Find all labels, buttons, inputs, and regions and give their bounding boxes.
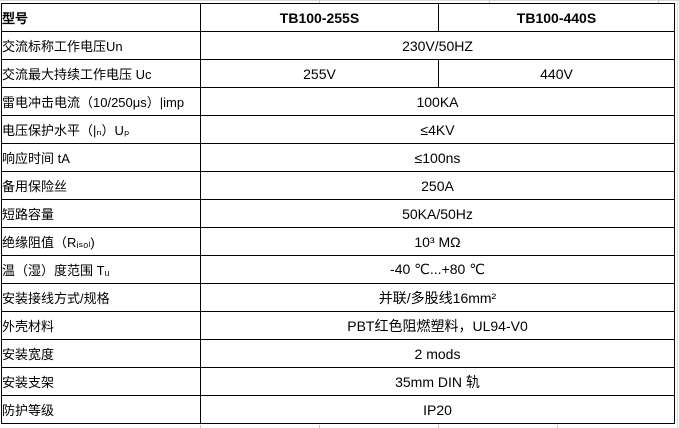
table-row: 备用保险丝 250A bbox=[1, 171, 675, 200]
row-label: 外壳材料 bbox=[1, 311, 201, 340]
row-value: 50KA/50Hz bbox=[200, 199, 675, 228]
row-value: 10³ MΩ bbox=[200, 227, 675, 256]
row-label: 交流标称工作电压Un bbox=[1, 31, 201, 60]
outer-gridline-tick bbox=[438, 425, 439, 428]
table-row: 雷电冲击电流（10/250μs）|imp 100KA bbox=[1, 87, 675, 116]
table-row: 交流最大持续工作电压 Uc 255V 440V bbox=[1, 59, 675, 88]
row-value: 35mm DIN 轨 bbox=[200, 367, 675, 396]
row-value-model-b: 440V bbox=[438, 59, 675, 88]
outer-gridline-tick bbox=[200, 425, 201, 428]
row-value: PBT红色阻燃塑料，UL94-V0 bbox=[200, 311, 675, 340]
table-row: 防护等级 IP20 bbox=[1, 395, 675, 424]
outer-gridline-tick bbox=[489, 0, 490, 3]
table-row: 温（湿）度范围 Tᵤ -40 ℃...+80 ℃ bbox=[1, 255, 675, 284]
row-label: 交流最大持续工作电压 Uc bbox=[1, 59, 201, 88]
row-value: 并联/多股线16mm² bbox=[200, 283, 675, 312]
row-label: 电压保护水平（|ₙ）Uₚ bbox=[1, 115, 201, 144]
table-row: 安装支架 35mm DIN 轨 bbox=[1, 367, 675, 396]
table-row: 响应时间 tA ≤100ns bbox=[1, 143, 675, 172]
row-value: 230V/50HZ bbox=[200, 31, 675, 60]
row-value-model-a: 255V bbox=[200, 59, 439, 88]
table-row: 交流标称工作电压Un 230V/50HZ bbox=[1, 31, 675, 60]
table-row: 安装接线方式/规格 并联/多股线16mm² bbox=[1, 283, 675, 312]
outer-gridline-tick bbox=[557, 425, 558, 428]
model-a-header: TB100-255S bbox=[200, 3, 439, 32]
table-header-row: 型号 TB100-255S TB100-440S bbox=[1, 3, 675, 32]
row-label: 雷电冲击电流（10/250μs）|imp bbox=[1, 87, 201, 116]
row-label: 响应时间 tA bbox=[1, 143, 201, 172]
row-value: ≤4KV bbox=[200, 115, 675, 144]
outer-gridline-right bbox=[677, 0, 678, 428]
outer-gridline-tick bbox=[658, 0, 659, 3]
spec-table-container: 型号 TB100-255S TB100-440S 交流标称工作电压Un 230V… bbox=[1, 3, 675, 424]
row-label: 短路容量 bbox=[1, 199, 201, 228]
outer-gridline-top bbox=[0, 0, 679, 1]
row-label: 防护等级 bbox=[1, 395, 201, 424]
row-label: 安装支架 bbox=[1, 367, 201, 396]
row-value: 250A bbox=[200, 171, 675, 200]
row-value: IP20 bbox=[200, 395, 675, 424]
row-label: 绝缘阻值（Rᵢₛₒₗ) bbox=[1, 227, 201, 256]
table-row: 外壳材料 PBT红色阻燃塑料，UL94-V0 bbox=[1, 311, 675, 340]
row-value: 2 mods bbox=[200, 339, 675, 368]
model-header-label: 型号 bbox=[1, 3, 201, 32]
row-value: -40 ℃...+80 ℃ bbox=[200, 255, 675, 284]
row-value: ≤100ns bbox=[200, 143, 675, 172]
spec-table: 型号 TB100-255S TB100-440S 交流标称工作电压Un 230V… bbox=[1, 3, 675, 424]
table-row: 短路容量 50KA/50Hz bbox=[1, 199, 675, 228]
outer-gridline-tick bbox=[319, 425, 320, 428]
row-label: 安装宽度 bbox=[1, 339, 201, 368]
table-row: 安装宽度 2 mods bbox=[1, 339, 675, 368]
row-label: 温（湿）度范围 Tᵤ bbox=[1, 255, 201, 284]
model-b-header: TB100-440S bbox=[438, 3, 675, 32]
table-row: 绝缘阻值（Rᵢₛₒₗ) 10³ MΩ bbox=[1, 227, 675, 256]
outer-gridline-tick bbox=[319, 0, 320, 3]
table-row: 电压保护水平（|ₙ）Uₚ ≤4KV bbox=[1, 115, 675, 144]
row-value: 100KA bbox=[200, 87, 675, 116]
row-label: 安装接线方式/规格 bbox=[1, 283, 201, 312]
row-label: 备用保险丝 bbox=[1, 171, 201, 200]
